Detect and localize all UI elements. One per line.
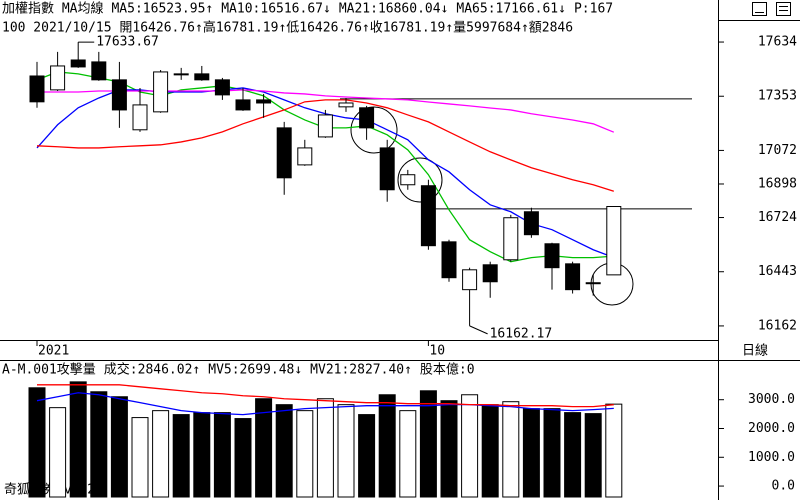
chart-title: 加權指數 MA均線 <box>2 1 103 17</box>
volume-bar <box>193 412 211 498</box>
marker-circle <box>397 157 443 203</box>
candle-body <box>70 59 86 68</box>
volume-bar <box>255 398 273 498</box>
candle-body <box>111 79 127 111</box>
header-value: 股本億:0 <box>420 362 475 378</box>
candle-body <box>297 147 313 166</box>
window-button[interactable] <box>752 2 767 16</box>
volume-bar <box>522 408 540 498</box>
candle-body <box>338 102 354 108</box>
candle-body <box>153 71 169 113</box>
header-value: P:167 <box>574 2 613 17</box>
volume-bar <box>49 407 67 498</box>
x-tick-label: 2021 <box>38 344 69 359</box>
volume-bar <box>316 398 334 498</box>
y-tick-label: 16162 <box>758 318 797 333</box>
candle-body <box>276 127 292 179</box>
candle-body <box>544 243 560 269</box>
legend-entry: MV5:2699.48↓ <box>208 363 302 378</box>
ma-line <box>37 89 615 133</box>
volume-bar <box>213 412 231 498</box>
volume-bar <box>440 400 458 498</box>
y-tick-label: 3000.0 <box>748 392 795 407</box>
volume-bar <box>584 413 602 498</box>
candle-body <box>132 104 148 131</box>
candle-body <box>235 99 251 111</box>
mv-line <box>36 392 614 416</box>
y-tick-label: 17353 <box>758 89 797 104</box>
marker-circle <box>350 106 398 154</box>
volume-bar <box>502 401 520 498</box>
candle-body <box>194 73 210 81</box>
candle-body <box>29 75 45 103</box>
x-tick-label: 10 <box>429 344 445 359</box>
candle-body <box>256 99 272 104</box>
candle-body <box>379 147 395 191</box>
volume-bar <box>90 391 108 498</box>
volume-bar <box>131 417 149 498</box>
header-value: 成交:2846.02↑ <box>104 362 200 378</box>
candle-body <box>482 264 498 283</box>
legend-entry: MA10:16516.67↓ <box>221 2 331 17</box>
candle-body <box>585 282 601 285</box>
volume-bar <box>296 410 314 498</box>
y-tick-label: 16724 <box>758 210 797 225</box>
volume-bar <box>28 387 46 498</box>
legend-entry: MA21:16860.04↓ <box>339 2 449 17</box>
volume-bar <box>152 410 170 498</box>
volume-bar <box>275 404 293 498</box>
candle-body <box>214 79 230 96</box>
window-button[interactable] <box>776 2 791 16</box>
volume-bar <box>564 412 582 498</box>
candle-body <box>173 73 189 76</box>
max-label: 17633.67 <box>96 35 159 50</box>
candle-body <box>317 114 333 138</box>
legend-entry: MA5:16523.95↑ <box>111 2 213 17</box>
volume-bar <box>337 404 355 498</box>
volume-bar <box>461 394 479 498</box>
candle-body <box>50 65 66 91</box>
mv-line <box>37 384 614 408</box>
candle-body <box>400 174 416 186</box>
ma-line <box>36 99 614 192</box>
volume-bar <box>69 381 87 498</box>
volume-bar <box>358 414 376 498</box>
y-tick-label: 17634 <box>758 35 797 50</box>
legend-entry: MA65:17166.61↓ <box>456 2 566 17</box>
y-tick-label: 1000.0 <box>748 450 795 465</box>
volume-bar <box>378 394 396 498</box>
period-label: 日線 <box>742 343 768 359</box>
min-label: 16162.17 <box>490 326 553 341</box>
y-tick-label: 16898 <box>758 176 797 191</box>
volume-bar <box>234 418 252 498</box>
volume-bar <box>110 396 128 498</box>
volume-bar <box>481 404 499 498</box>
volume-bar <box>172 414 190 498</box>
y-tick-label: 17072 <box>758 143 797 158</box>
candle-body <box>462 269 478 291</box>
volume-bar <box>543 408 561 498</box>
y-tick-label: 0.0 <box>772 479 795 494</box>
candle-body <box>420 185 436 247</box>
y-tick-label: 16443 <box>758 264 797 279</box>
candle-body <box>503 217 519 261</box>
y-tick-label: 2000.0 <box>748 421 795 436</box>
volume-bar <box>605 403 623 498</box>
candle-body <box>91 61 107 81</box>
chart-title: A-M.001攻擊量 <box>2 362 96 378</box>
chart-info: 100 2021/10/15 開16426.76↑高16781.19↑低1642… <box>2 20 573 36</box>
candle-body <box>606 206 622 276</box>
legend-entry: MV21:2827.40↑ <box>310 363 412 378</box>
annotation-leader <box>469 325 488 335</box>
candle-body <box>523 211 539 236</box>
candle-body <box>359 107 375 129</box>
volume-bar <box>419 390 437 498</box>
candle-body <box>441 241 457 279</box>
volume-bar <box>399 410 417 498</box>
candle-body <box>565 263 581 291</box>
